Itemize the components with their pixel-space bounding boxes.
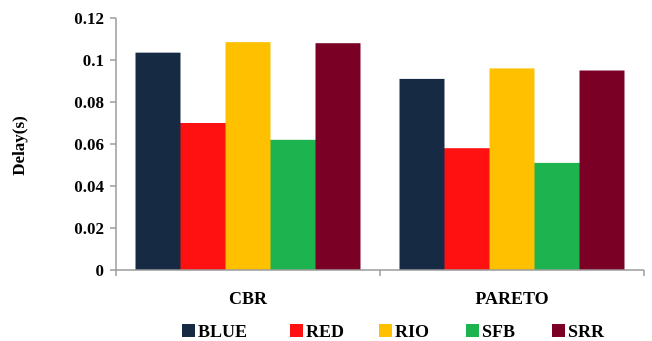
legend-item-red: RED [290,321,344,341]
y-tick-label: 0 [96,261,105,280]
bar-red-pareto [444,148,490,270]
legend-swatch [379,324,392,337]
bar-sfb-cbr [270,139,316,270]
y-tick-label: 0.02 [74,219,104,238]
legend-label: BLUE [198,321,247,341]
y-axis-title: Delay(s) [9,116,28,175]
x-category-label: CBR [229,288,268,308]
legend-label: RED [306,321,344,341]
legend-label: SRR [568,321,605,341]
y-tick-label: 0.04 [74,177,104,196]
legend-item-srr: SRR [552,321,605,341]
legend-swatch [290,324,303,337]
x-category-label: PARETO [475,288,548,308]
bars-group [135,42,625,271]
y-tick-label: 0.06 [74,135,104,154]
y-tick-group: 0 0.02 0.04 0.06 0.08 0.1 0.12 [74,9,116,280]
y-tick-label: 0.12 [74,9,104,28]
y-tick-label: 0.08 [74,93,104,112]
legend-label: RIO [395,321,429,341]
legend-item-rio: RIO [379,321,429,341]
bar-rio-pareto [489,68,535,271]
legend-swatch [466,324,479,337]
legend-item-blue: BLUE [182,321,247,341]
x-category-labels: CBR PARETO [115,270,645,308]
legend-item-sfb: SFB [466,321,515,341]
y-tick-label: 0.1 [83,51,104,70]
bar-red-cbr [180,123,226,270]
legend-swatch [182,324,195,337]
bar-rio-cbr [225,42,271,271]
bar-blue-pareto [399,78,445,271]
bar-sfb-pareto [534,162,580,270]
legend-swatch [552,324,565,337]
legend: BLUE RED RIO SFB SRR [182,321,605,341]
bar-blue-cbr [135,52,181,271]
legend-label: SFB [482,321,515,341]
bar-srr-pareto [579,70,625,270]
bar-srr-cbr [315,43,361,271]
